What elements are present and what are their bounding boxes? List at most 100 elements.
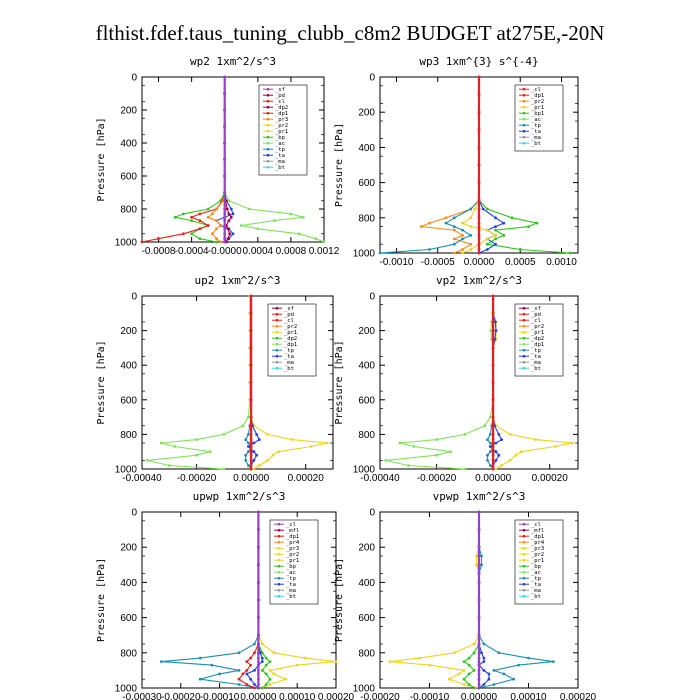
series-point bbox=[472, 651, 476, 655]
series-point bbox=[494, 450, 498, 454]
series-point bbox=[482, 669, 486, 672]
series-point bbox=[491, 433, 495, 436]
x-tick-label: -0.00010 bbox=[410, 692, 450, 700]
series-point bbox=[398, 441, 402, 445]
series-point bbox=[273, 219, 276, 223]
legend-marker bbox=[277, 594, 281, 598]
series-point bbox=[289, 212, 293, 216]
y-tick-label: 600 bbox=[358, 178, 375, 189]
legend-label: _ac bbox=[531, 117, 541, 123]
figure-title: flthist.fdef.taus_tuning_clubb_c8m2 BUDG… bbox=[96, 21, 605, 45]
series-point bbox=[487, 677, 491, 681]
legend-marker bbox=[277, 528, 281, 532]
legend-label: _ma bbox=[284, 360, 294, 366]
series-point bbox=[447, 677, 451, 681]
series-point bbox=[462, 660, 466, 663]
legend-marker bbox=[275, 336, 279, 340]
series-point bbox=[223, 215, 227, 219]
legend-marker bbox=[275, 330, 279, 334]
y-tick-label: 1000 bbox=[353, 465, 376, 476]
series-point bbox=[257, 528, 260, 531]
series-point bbox=[190, 215, 194, 219]
series-point bbox=[249, 453, 253, 457]
series-point bbox=[247, 450, 250, 454]
y-axis-label: Pressure [hPa] bbox=[96, 117, 107, 201]
series-cl bbox=[257, 510, 260, 690]
series-point bbox=[241, 424, 245, 428]
series-point bbox=[449, 450, 453, 454]
series-point bbox=[486, 438, 489, 441]
legend-marker bbox=[522, 570, 526, 574]
legend-label: _pr2 bbox=[275, 123, 288, 129]
y-tick-label: 800 bbox=[358, 213, 375, 224]
series-point bbox=[485, 248, 489, 251]
series-point bbox=[491, 445, 495, 448]
series-point bbox=[486, 459, 489, 462]
series-point bbox=[195, 438, 199, 441]
series-point bbox=[469, 225, 473, 229]
y-tick-label: 800 bbox=[358, 648, 375, 659]
series-point bbox=[491, 337, 495, 341]
panel-title: upwp 1xm^2/s^3 bbox=[193, 490, 286, 503]
series-point bbox=[249, 329, 253, 332]
series-point bbox=[477, 642, 481, 646]
series-point bbox=[497, 651, 501, 655]
series-point bbox=[173, 445, 177, 448]
series-point bbox=[257, 598, 260, 602]
series-point bbox=[229, 207, 233, 211]
series-point bbox=[472, 642, 476, 646]
legend-box bbox=[514, 303, 564, 377]
series-line bbox=[385, 296, 494, 470]
series-point bbox=[272, 651, 276, 655]
series-point bbox=[215, 219, 218, 223]
series-point bbox=[494, 216, 497, 220]
series-point bbox=[477, 651, 481, 655]
series-point bbox=[231, 212, 235, 216]
series-point bbox=[378, 251, 382, 255]
series-point bbox=[257, 663, 260, 667]
legend-marker bbox=[522, 324, 526, 328]
series-point bbox=[492, 683, 496, 686]
y-tick-label: 0 bbox=[369, 73, 375, 84]
legend-marker bbox=[275, 306, 279, 310]
legend-marker bbox=[277, 564, 281, 568]
legend-label: _pr3 bbox=[531, 546, 544, 552]
series-point bbox=[489, 329, 493, 332]
legend-marker bbox=[522, 564, 526, 568]
legend-marker bbox=[522, 141, 526, 145]
series-point bbox=[428, 663, 431, 667]
series-point bbox=[482, 683, 486, 686]
series-point bbox=[245, 669, 249, 672]
series-point bbox=[206, 207, 210, 211]
series-point bbox=[210, 232, 214, 236]
x-tick-label: -0.00020 bbox=[161, 692, 201, 700]
series-point bbox=[477, 242, 481, 246]
y-tick-label: 0 bbox=[369, 508, 375, 519]
series-point bbox=[257, 651, 260, 655]
legend-marker bbox=[277, 546, 281, 550]
series-point bbox=[428, 248, 431, 251]
series-point bbox=[260, 656, 264, 660]
legend-label: _dp2 bbox=[284, 336, 297, 342]
series-point bbox=[452, 242, 456, 246]
series-point bbox=[195, 453, 199, 457]
series-point bbox=[551, 660, 555, 663]
legend-marker bbox=[522, 87, 526, 91]
series-point bbox=[477, 93, 481, 96]
series-point bbox=[482, 660, 486, 663]
y-tick-label: 200 bbox=[120, 326, 137, 337]
legend-box bbox=[258, 84, 308, 176]
series-point bbox=[231, 232, 235, 236]
series-point bbox=[488, 433, 492, 436]
series-point bbox=[239, 224, 243, 227]
x-tick-label: -0.00020 bbox=[177, 473, 217, 484]
series-point bbox=[245, 683, 249, 686]
series-point bbox=[255, 433, 258, 436]
series-point bbox=[467, 663, 471, 667]
legend-label: _sf bbox=[275, 87, 285, 93]
series-point bbox=[477, 686, 481, 690]
series-point bbox=[257, 545, 260, 549]
x-tick-label: 0.0004 bbox=[243, 246, 274, 257]
